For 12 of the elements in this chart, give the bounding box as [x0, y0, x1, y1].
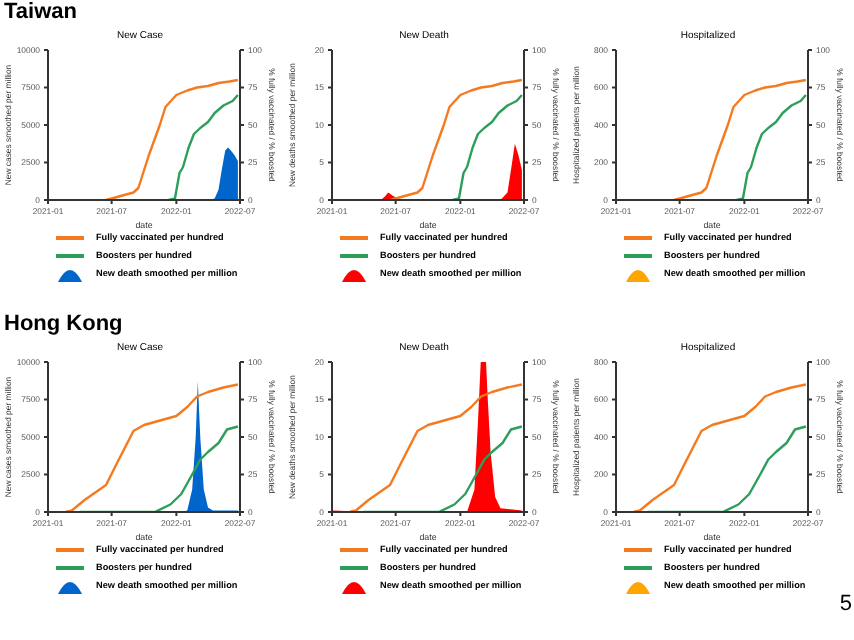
line-series	[104, 78, 240, 200]
line-series	[451, 93, 524, 200]
text: Taiwan	[4, 0, 77, 24]
line-series	[632, 383, 808, 512]
line-series	[348, 383, 524, 512]
line-series	[735, 93, 808, 200]
line-series	[64, 383, 240, 512]
line-series	[388, 78, 524, 200]
text: 5	[839, 592, 852, 616]
line-series	[167, 93, 240, 200]
text: Hong Kong	[4, 312, 123, 336]
line-series	[672, 78, 808, 200]
